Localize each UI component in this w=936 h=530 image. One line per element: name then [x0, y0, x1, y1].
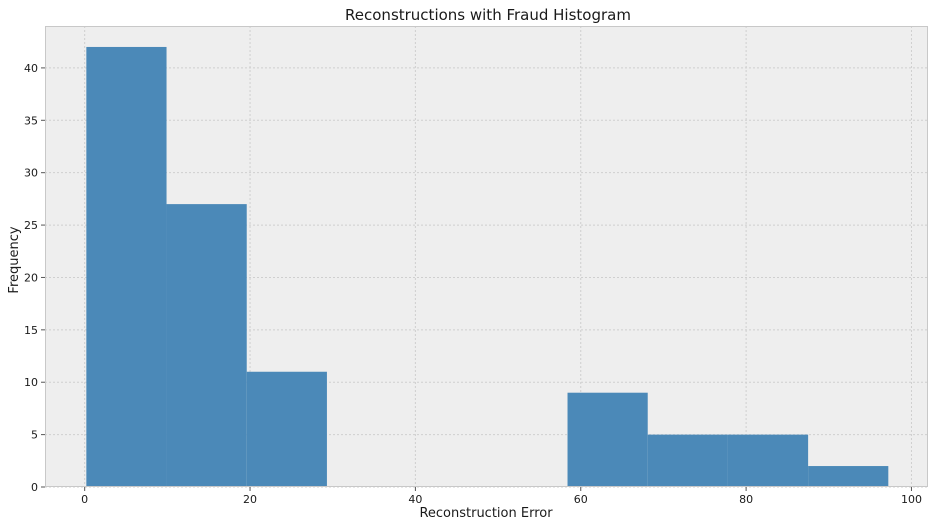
plot-frame: [45, 26, 928, 487]
x-tick-label: 40: [408, 493, 422, 506]
bars: [86, 46, 889, 488]
y-axis: 0 5 10 15 20 25 30 35 40: [24, 62, 45, 494]
y-tick-label: 40: [24, 62, 38, 75]
x-axis-label: Reconstruction Error: [419, 506, 553, 521]
x-tick-label: 0: [81, 493, 88, 506]
y-tick-label: 25: [24, 219, 38, 232]
x-tick-label: 100: [901, 493, 922, 506]
y-tick-label: 30: [24, 167, 38, 180]
x-tick-label: 20: [243, 493, 257, 506]
x-tick-label: 80: [739, 493, 753, 506]
chart-title: Reconstructions with Fraud Histogram: [345, 6, 631, 24]
x-tick-label: 60: [574, 493, 588, 506]
histogram-bar: [166, 204, 247, 487]
histogram-bar: [246, 371, 327, 487]
y-tick-label: 35: [24, 114, 38, 127]
y-tick-label: 5: [31, 429, 38, 442]
histogram-bar: [567, 392, 648, 487]
y-tick-label: 0: [31, 481, 38, 494]
histogram-bar: [808, 466, 889, 487]
y-tick-label: 20: [24, 271, 38, 284]
histogram-bar: [647, 434, 728, 487]
y-axis-label: Frequency: [7, 226, 22, 293]
y-tick-label: 10: [24, 376, 38, 389]
histogram-bar: [727, 434, 809, 487]
y-tick-label: 15: [24, 324, 38, 337]
histogram-bar: [86, 46, 167, 488]
x-axis: 0 20 40 60 80 100: [81, 487, 922, 506]
